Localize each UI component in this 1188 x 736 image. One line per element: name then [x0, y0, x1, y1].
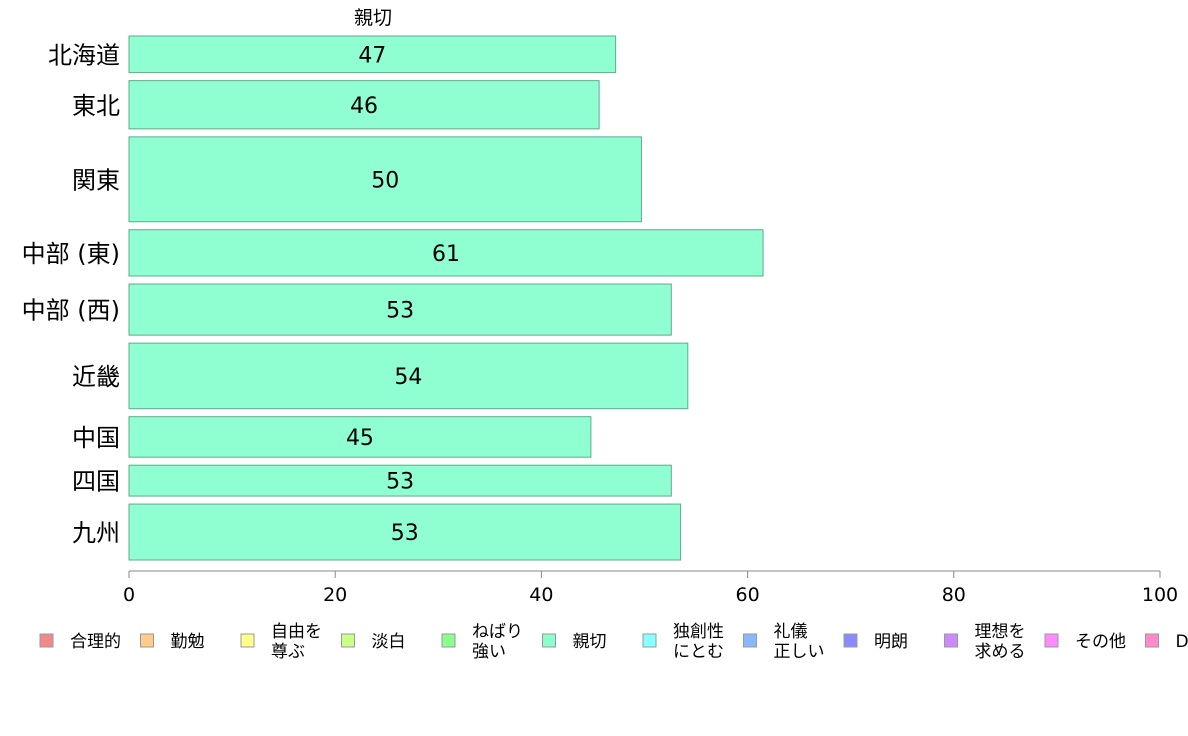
legend-label: その他 — [1075, 632, 1126, 652]
legend-swatch — [743, 633, 757, 648]
legend-swatch — [1044, 633, 1059, 648]
bar — [128, 342, 689, 410]
legend-swatch — [341, 633, 355, 648]
legend-swatch — [1145, 633, 1159, 648]
legend-swatch — [39, 633, 54, 648]
legend-label: D — [1176, 632, 1188, 652]
bar — [128, 416, 592, 458]
legend-label: 自由を尊ぶ — [271, 622, 322, 662]
legend-swatch — [542, 633, 556, 648]
legend-label: 合理的 — [70, 632, 121, 652]
legend-label: 淡白 — [372, 632, 406, 652]
legend-swatch — [944, 633, 958, 648]
data-label: 53 — [386, 470, 414, 495]
x-tick-label: 80 — [942, 584, 966, 606]
bar — [128, 464, 672, 497]
category-label: 中部 (西) — [22, 297, 120, 325]
x-tick-label: 20 — [323, 584, 347, 606]
data-label: 53 — [391, 521, 419, 546]
data-label: 53 — [386, 299, 414, 324]
data-label: 54 — [394, 365, 422, 390]
data-label: 47 — [358, 43, 386, 68]
legend-label: 礼儀正しい — [774, 622, 825, 662]
data-label: 45 — [346, 426, 374, 451]
category-label: 東北 — [72, 92, 120, 120]
category-label: 中国 — [72, 424, 120, 452]
bar — [128, 229, 764, 277]
legend-swatch — [642, 633, 657, 648]
bar — [128, 35, 617, 74]
category-label: 中部 (東) — [22, 240, 120, 268]
x-tick-label: 0 — [123, 584, 135, 606]
legend-swatch — [240, 633, 255, 648]
category-label: 四国 — [72, 468, 120, 496]
legend-label: 親切 — [573, 632, 607, 652]
data-label: 61 — [432, 242, 460, 267]
bar — [128, 283, 672, 336]
x-tick-label: 40 — [529, 584, 553, 606]
category-label: 関東 — [72, 166, 120, 194]
legend-label: ねばり強い — [472, 622, 523, 662]
bar — [128, 503, 682, 561]
legend-label: 明朗 — [874, 632, 908, 652]
x-tick-label: 100 — [1142, 584, 1178, 606]
bar — [128, 80, 600, 130]
data-label: 46 — [350, 94, 378, 119]
legend-swatch — [441, 633, 456, 648]
category-label: 北海道 — [48, 41, 120, 69]
x-tick-label: 60 — [736, 584, 760, 606]
legend-label: 勤勉 — [171, 632, 205, 652]
legend-swatch — [140, 633, 154, 648]
bar — [128, 136, 642, 223]
legend-label: 独創性にとむ — [673, 622, 724, 662]
legend-swatch — [843, 633, 858, 648]
category-label: 九州 — [72, 519, 120, 547]
category-label: 近畿 — [72, 363, 120, 391]
data-label: 50 — [371, 168, 399, 193]
chart-title: 親切 — [354, 7, 392, 29]
legend-label: 理想を求める — [975, 622, 1026, 662]
